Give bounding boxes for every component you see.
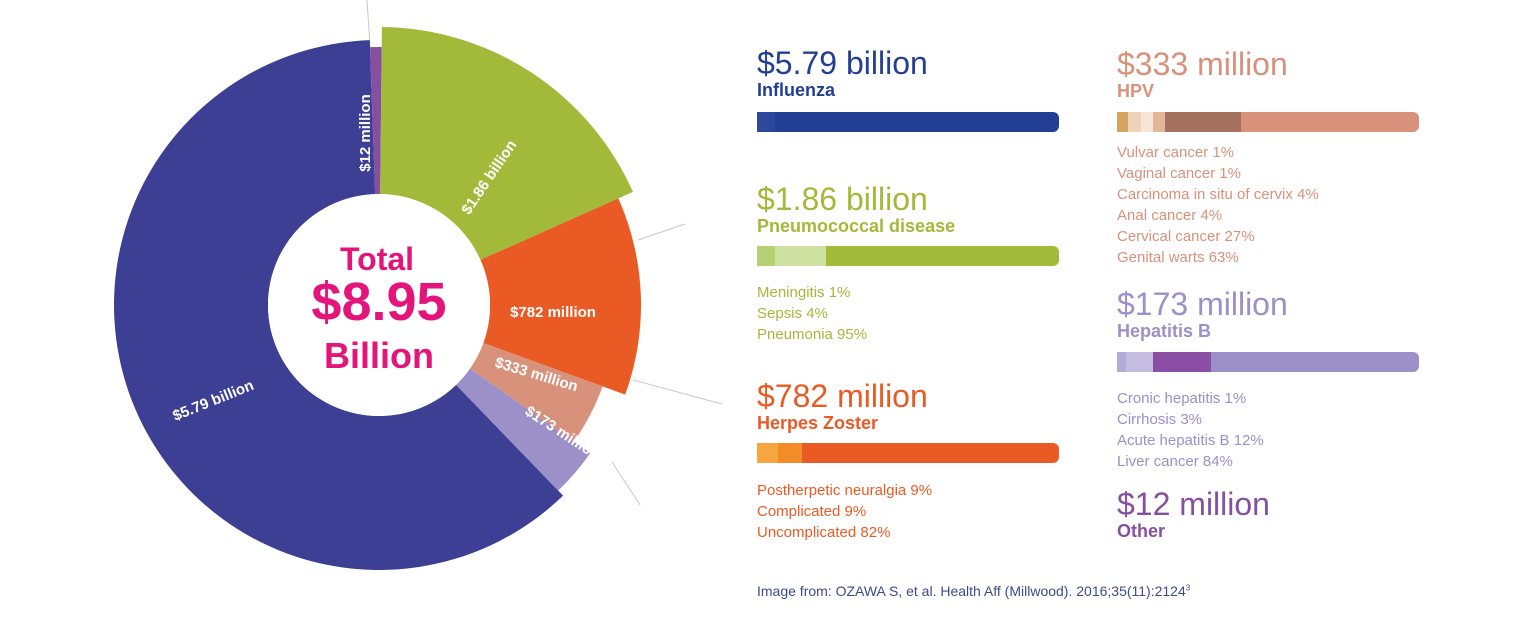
legend-influenza-amount: $5.79 billion [757, 45, 928, 81]
bar-segment [1117, 112, 1128, 132]
bar-segment [757, 246, 776, 266]
legend-influenza-name: Influenza [757, 80, 836, 100]
bar-segment [1165, 112, 1241, 132]
legend-pneumococcal: $1.86 billion Pneumococcal disease [757, 182, 955, 236]
center-total-value: $8.95 [311, 272, 446, 332]
center-total-label: Total [340, 241, 414, 277]
breakdown-item: Complicated 9% [757, 503, 867, 520]
bar-segment [1126, 352, 1154, 372]
bar-hepatitis-b [1117, 352, 1419, 372]
legend-herpes-zoster-name: Herpes Zoster [757, 413, 879, 433]
legend-hpv-amount: $333 million [1117, 46, 1288, 82]
breakdown-item: Uncomplicated 82% [757, 524, 891, 541]
breakdown-item: Liver cancer 84% [1117, 453, 1233, 470]
breakdown-item: Genital warts 63% [1117, 249, 1239, 266]
legend-other: $12 million Other [1117, 487, 1270, 541]
bar-pneumococcal [757, 246, 1059, 266]
leader-line [366, 0, 371, 47]
breakdown-item: Anal cancer 4% [1117, 207, 1223, 224]
breakdown-item: Acute hepatitis B 12% [1117, 432, 1264, 449]
slice-pneumococcal [380, 27, 633, 260]
leader-line [611, 461, 641, 506]
legend-herpes-zoster-amount: $782 million [757, 378, 928, 414]
bar-segment [1240, 112, 1419, 132]
slice-label-other: $12 million [357, 94, 374, 172]
breakdown-item: Vaginal cancer 1% [1117, 165, 1241, 182]
breakdown-item: Cirrhosis 3% [1117, 411, 1203, 428]
breakdown-item: Meningitis 1% [757, 284, 851, 301]
bar-segment [757, 443, 779, 463]
slice-other [369, 46, 382, 195]
slice-herpes-zoster [480, 198, 641, 395]
legend-hpv-name: HPV [1117, 81, 1155, 101]
breakdown-herpes-zoster: Postherpetic neuralgia 9% Complicated 9% U… [757, 480, 932, 543]
breakdown-item: Sepsis 4% [757, 305, 828, 322]
bar-segment [778, 443, 803, 463]
center-total-unit: Billion [324, 335, 434, 376]
legend-pneumococcal-name: Pneumococcal disease [757, 216, 956, 236]
slice-hepatitis-b [456, 368, 591, 491]
breakdown-item: Carcinoma in situ of cervix 4% [1117, 186, 1319, 203]
donut-hole [268, 194, 490, 416]
breakdown-item: Vulvar cancer 1% [1117, 144, 1234, 161]
breakdown-item: Postherpetic neuralgia 9% [757, 482, 933, 499]
source-citation: Image from: OZAWA S, et al. Health Aff (… [757, 583, 1190, 599]
slice-influenza [114, 40, 564, 570]
breakdown-hepatitis-b: Cronic hepatitis 1% Cirrhosis 3% Acute hep… [1117, 388, 1264, 472]
source-text: Image from: OZAWA S, et al. Health Aff (… [757, 583, 1186, 599]
donut-chart: Total $8.95 Billion $12 million $1.86 bi… [114, 0, 723, 570]
bar-influenza [757, 112, 1059, 132]
legend-other-amount: $12 million [1117, 486, 1270, 522]
slice-label-herpes-zoster: $782 million [510, 304, 596, 321]
leader-line [637, 223, 686, 241]
source-superscript: 3 [1185, 583, 1191, 593]
bar-segment [775, 246, 827, 266]
bar-segment [1153, 352, 1211, 372]
legend-influenza: $5.79 billion Influenza [757, 46, 928, 100]
bar-hpv [1117, 112, 1419, 132]
bar-segment [1210, 352, 1419, 372]
bar-herpes-zoster [757, 443, 1059, 463]
bar-segment [1127, 112, 1142, 132]
leader-line [632, 379, 723, 405]
legend-other-name: Other [1117, 521, 1166, 541]
bar-segment [1141, 112, 1154, 132]
slice-hpv [469, 342, 603, 442]
legend-herpes-zoster: $782 million Herpes Zoster [757, 379, 928, 433]
bar-segment [775, 112, 1059, 132]
bar-segment [802, 443, 1059, 463]
breakdown-item: Cervical cancer 27% [1117, 228, 1255, 245]
legend-hepatitis-b-amount: $173 million [1117, 286, 1288, 322]
legend-pneumococcal-amount: $1.86 billion [757, 181, 928, 217]
breakdown-hpv: Vulvar cancer 1% Vaginal cancer 1% Carcino… [1117, 142, 1319, 268]
breakdown-pneumococcal: Meningitis 1% Sepsis 4% Pneumonia 95% [757, 282, 867, 345]
breakdown-item: Pneumonia 95% [757, 326, 868, 343]
legend-hpv: $333 million HPV [1117, 47, 1288, 101]
bar-segment [1153, 112, 1166, 132]
bar-segment [826, 246, 1059, 266]
bar-segment [1117, 352, 1127, 372]
breakdown-item: Cronic hepatitis 1% [1117, 390, 1247, 407]
bar-segment [757, 112, 776, 132]
legend-hepatitis-b-name: Hepatitis B [1117, 321, 1212, 341]
legend-hepatitis-b: $173 million Hepatitis B [1117, 287, 1288, 341]
